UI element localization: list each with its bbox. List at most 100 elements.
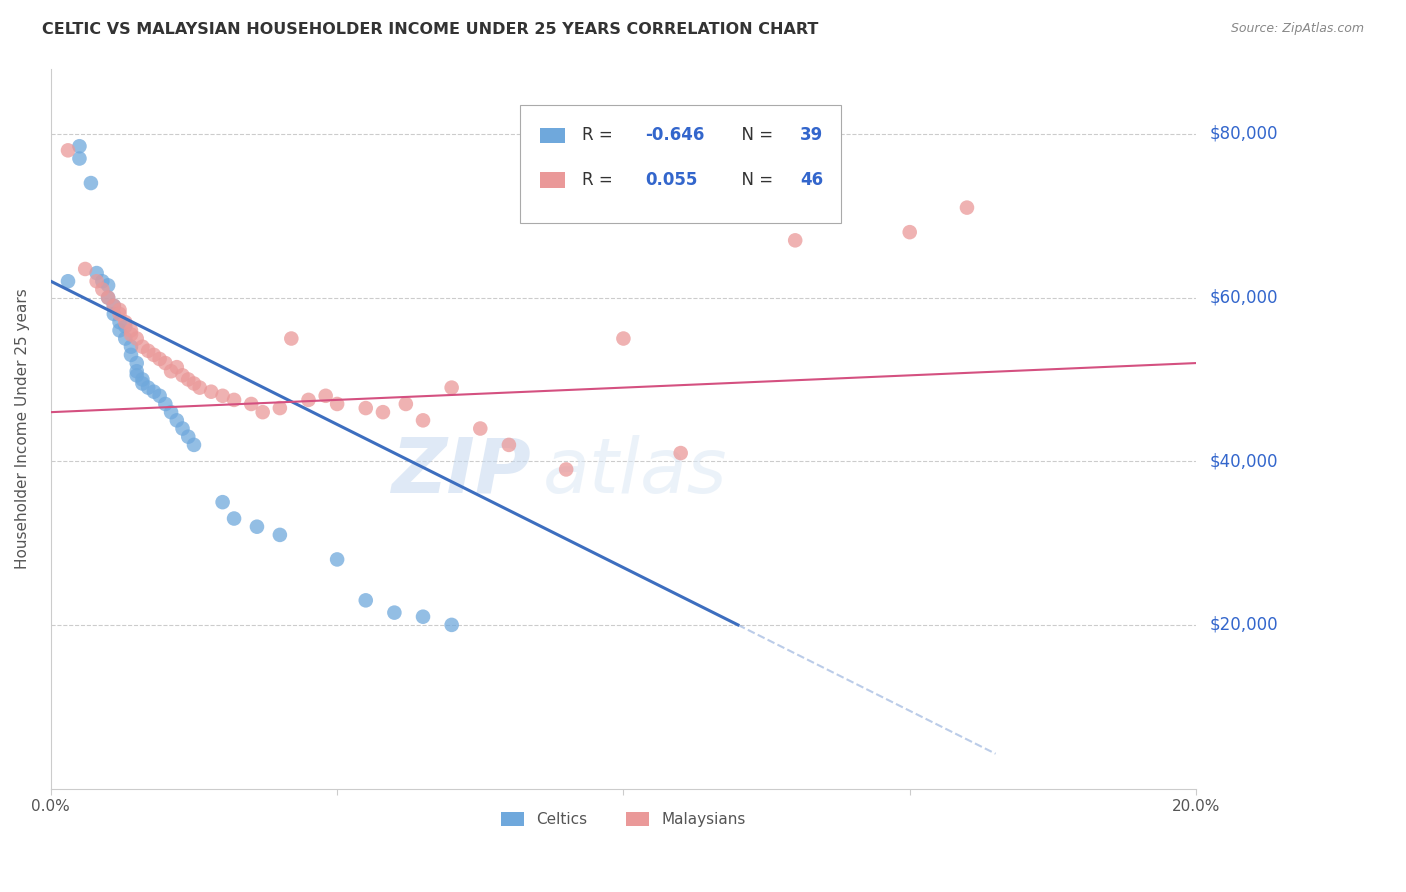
Point [200,384,222,399]
Point [125,364,148,378]
Text: 39: 39 [800,127,823,145]
Point [86,274,108,288]
Point [114,319,136,334]
Point [898,225,921,239]
Point [222,392,245,407]
Point [246,519,269,533]
Point [555,462,578,476]
Text: 0.055: 0.055 [645,171,697,189]
Point [131,372,153,386]
Text: R =: R = [582,171,623,189]
Point [69,152,91,166]
Text: ZIP: ZIP [392,434,531,508]
Point [160,364,183,378]
Point [440,618,463,632]
Point [131,340,153,354]
Point [103,299,125,313]
Point [56,144,79,158]
Point [56,274,79,288]
Text: atlas: atlas [543,434,728,508]
Text: Source: ZipAtlas.com: Source: ZipAtlas.com [1230,22,1364,36]
Point [269,528,291,542]
Point [183,376,205,391]
Text: N =: N = [731,171,779,189]
Point [371,405,394,419]
Point [131,376,153,391]
Point [315,389,337,403]
Point [103,307,125,321]
Text: N =: N = [731,127,779,145]
Point [160,405,183,419]
Point [97,278,120,293]
Point [125,368,148,383]
Text: $20,000: $20,000 [1211,615,1278,634]
Legend: Celtics, Malaysians: Celtics, Malaysians [494,804,754,835]
Point [108,302,131,317]
Point [149,351,172,366]
Point [384,606,406,620]
Point [956,201,979,215]
Point [470,421,492,435]
Text: $60,000: $60,000 [1211,289,1278,307]
Point [91,282,114,296]
Text: $40,000: $40,000 [1211,452,1278,470]
Point [412,413,434,427]
Point [280,332,302,346]
FancyBboxPatch shape [520,104,841,223]
Y-axis label: Householder Income Under 25 years: Householder Income Under 25 years [15,288,30,569]
Point [75,262,97,277]
Point [269,401,291,415]
Point [498,438,520,452]
Point [440,381,463,395]
Point [222,511,245,525]
Point [177,372,200,386]
Point [785,233,807,247]
Point [125,332,148,346]
Text: $80,000: $80,000 [1211,125,1278,143]
Point [86,266,108,280]
Point [166,413,188,427]
Point [136,381,159,395]
Text: -0.646: -0.646 [645,127,704,145]
Point [103,299,125,313]
Point [97,291,120,305]
Point [125,356,148,370]
Point [120,323,142,337]
Point [97,291,120,305]
Point [166,360,188,375]
Point [69,139,91,153]
Point [136,343,159,358]
Point [108,307,131,321]
Point [354,401,377,415]
Point [240,397,263,411]
Point [114,315,136,329]
Point [412,609,434,624]
Point [172,368,194,383]
Point [177,430,200,444]
Point [80,176,103,190]
Point [612,332,634,346]
Point [155,397,177,411]
Point [120,327,142,342]
Point [114,332,136,346]
Point [142,348,165,362]
Point [108,323,131,337]
Point [669,446,692,460]
FancyBboxPatch shape [540,128,565,144]
Point [120,348,142,362]
Point [252,405,274,419]
Point [188,381,211,395]
Point [172,421,194,435]
Point [297,392,319,407]
Text: R =: R = [582,127,619,145]
Point [108,315,131,329]
Point [91,274,114,288]
Point [395,397,418,411]
Point [211,389,233,403]
Point [155,356,177,370]
Point [120,340,142,354]
FancyBboxPatch shape [540,172,565,188]
Text: CELTIC VS MALAYSIAN HOUSEHOLDER INCOME UNDER 25 YEARS CORRELATION CHART: CELTIC VS MALAYSIAN HOUSEHOLDER INCOME U… [42,22,818,37]
Point [354,593,377,607]
Point [326,397,349,411]
